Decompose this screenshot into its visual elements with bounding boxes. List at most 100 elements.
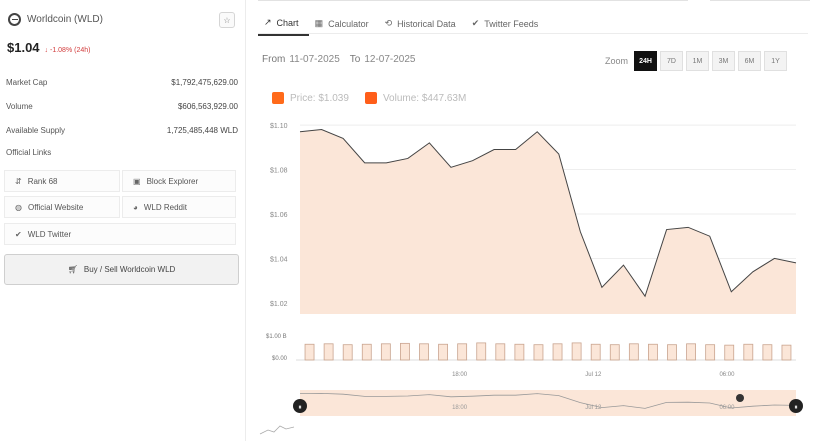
cart-icon: 🛒︎ — [67, 265, 78, 274]
navigator-line — [299, 392, 797, 409]
mini-sparkline — [259, 425, 295, 435]
calculator-icon: ▦ — [314, 18, 324, 28]
link-label: Official Website — [27, 202, 84, 212]
history-icon: ⟲ — [384, 18, 393, 28]
from-date-input[interactable]: 11-07-2025 — [289, 54, 340, 65]
zoom-3m-button[interactable]: 3M — [712, 51, 736, 71]
volume-bar — [781, 344, 792, 361]
to-date-input[interactable]: 12-07-2025 — [364, 54, 416, 65]
navigator-tick-label: Jul 12 — [585, 405, 602, 411]
legend-label: Volume: $447.63M — [382, 92, 467, 104]
block-explorer-link[interactable]: ▣ Block Explorer — [122, 170, 236, 192]
volume-bar — [476, 342, 487, 361]
coin-header: Worldcoin (WLD) — [8, 13, 103, 26]
reddit-icon: ◕ — [133, 202, 138, 212]
link-label: WLD Reddit — [143, 202, 187, 212]
legend-label: Price: $1.039 — [290, 92, 349, 104]
volume-bar — [419, 343, 429, 361]
volume-bar — [743, 343, 754, 361]
volume-bar — [400, 342, 410, 361]
zoom-1y-button[interactable]: 1Y — [764, 51, 788, 71]
volume-bar — [438, 343, 448, 361]
tab-label: Historical Data — [397, 18, 456, 29]
buy-sell-button[interactable]: 🛒︎ Buy / Sell Worldcoin WLD — [4, 254, 239, 285]
volume-bar — [571, 342, 582, 361]
twitter-icon: ✔ — [471, 18, 480, 28]
tab-historical-data[interactable]: ⟲ Historical Data — [379, 13, 466, 36]
date-range: From 11-07-2025 To 12-07-2025 — [262, 54, 425, 65]
link-label: Block Explorer — [146, 176, 199, 186]
stat-label: Available Supply — [6, 126, 66, 135]
coin-sidebar: Worldcoin (WLD) ☆ $1.04 ↓ -1.08% (24h) M… — [0, 0, 246, 441]
twitter-link[interactable]: ✔ WLD Twitter — [4, 223, 236, 245]
zoom-7d-button[interactable]: 7D — [660, 51, 684, 71]
tab-label: Calculator — [328, 18, 369, 29]
volume-axis-label: $1.00 B — [266, 334, 287, 340]
stat-volume: Volume $606,563,929.00 — [6, 102, 238, 111]
volume-bar — [762, 344, 773, 361]
zoom-24h-button[interactable]: 24H — [634, 51, 658, 71]
top-divider-right — [710, 0, 810, 2]
volume-bar — [552, 343, 563, 361]
volume-bar — [361, 343, 372, 361]
stat-value: $1,792,475,629.00 — [171, 78, 238, 87]
explorer-icon: ▣ — [133, 176, 141, 186]
tab-chart[interactable]: ↗ Chart — [258, 13, 309, 36]
stat-market-cap: Market Cap $1,792,475,629.00 — [6, 78, 238, 87]
volume-bar — [590, 343, 601, 361]
volume-bar — [323, 343, 334, 361]
stat-label: Market Cap — [6, 78, 48, 87]
volume-axis-label: $0.00 — [272, 356, 288, 362]
navigator-handle — [789, 399, 803, 413]
stat-value: 1,725,485,448 WLD — [166, 126, 238, 135]
x-tick-label: 06:00 — [719, 372, 735, 378]
top-divider — [258, 0, 688, 2]
legend-item-price[interactable]: Price: $1.039 — [272, 92, 349, 104]
volume-bar — [457, 343, 468, 361]
chart-legend: Price: $1.039 Volume: $447.63M — [272, 92, 466, 104]
price-change: ↓ -1.08% (24h) — [44, 47, 91, 54]
volume-bar — [628, 343, 639, 361]
coin-price: $1.04 — [7, 40, 40, 55]
navigator-handle-icon: ⏸ — [298, 403, 302, 411]
y-tick-label: $1.04 — [270, 256, 288, 263]
to-label: To — [349, 54, 361, 65]
navigator-tick-label: 18:00 — [452, 405, 468, 411]
volume-bar — [648, 343, 658, 361]
navigator-range — [300, 390, 796, 416]
legend-item-volume[interactable]: Volume: $447.63M — [364, 92, 467, 104]
official-website-link[interactable]: ◍ Official Website — [4, 196, 120, 218]
buy-sell-label: Buy / Sell Worldcoin WLD — [83, 265, 176, 274]
x-tick-label: 18:00 — [452, 372, 468, 378]
price-chart[interactable]: $1.10 $1.08 $1.06 $1.04 $1.02 $1.00 B $0.00 18:… — [258, 104, 810, 441]
volume-bar — [724, 344, 735, 361]
tab-twitter-feeds[interactable]: ✔ Twitter Feeds — [466, 13, 549, 36]
reddit-link[interactable]: ◕ WLD Reddit — [122, 196, 236, 218]
volume-bar — [533, 344, 544, 361]
chart-icon: ↗ — [264, 17, 272, 27]
worldcoin-logo-icon — [8, 13, 21, 26]
stat-label: Volume — [6, 102, 33, 111]
zoom-controls: Zoom 24H 7D 1M 3M 6M 1Y — [605, 51, 788, 71]
stat-value: $606,563,929.00 — [177, 102, 238, 111]
navigator-handle — [293, 399, 307, 413]
chart-tabs: ↗ Chart ▦ Calculator ⟲ Historical Data ✔… — [258, 13, 548, 36]
navigator-tick-label: 06:00 — [719, 405, 735, 411]
link-label: WLD Twitter — [27, 229, 72, 239]
watchlist-star-button[interactable]: ☆ — [219, 12, 235, 28]
volume-bar — [304, 343, 315, 361]
rank-link[interactable]: ⇵ Rank 68 — [4, 170, 120, 192]
zoom-6m-button[interactable]: 6M — [738, 51, 762, 71]
volume-bar — [609, 344, 620, 361]
official-links-heading: Official Links — [6, 148, 52, 157]
stat-available-supply: Available Supply 1,725,485,448 WLD — [6, 126, 238, 135]
volume-bar — [495, 343, 506, 361]
price-line — [299, 129, 797, 298]
link-label: Rank 68 — [27, 176, 58, 186]
from-label: From — [262, 54, 286, 65]
y-tick-label: $1.06 — [270, 212, 288, 219]
volume-bar — [342, 344, 353, 361]
tab-calculator[interactable]: ▦ Calculator — [309, 13, 379, 36]
y-tick-label: $1.10 — [270, 123, 288, 130]
zoom-1m-button[interactable]: 1M — [686, 51, 710, 71]
